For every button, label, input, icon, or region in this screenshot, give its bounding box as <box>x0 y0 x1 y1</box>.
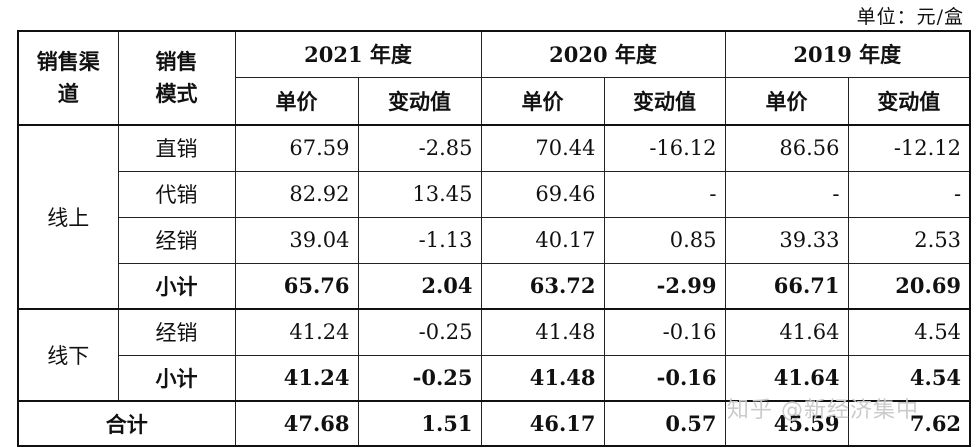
value-cell: 0.85 <box>603 216 726 264</box>
value-cell: - <box>724 170 849 218</box>
value-cell: 66.71 <box>724 262 849 310</box>
mode-cell: 小计 <box>117 262 236 310</box>
table-row: 代销 82.92 13.45 69.46 - - - <box>18 170 972 218</box>
header-channel: 销售渠道 <box>17 30 119 126</box>
header-unit-price: 单价 <box>724 76 849 126</box>
value-cell: 4.54 <box>847 354 972 402</box>
value-cell: 41.48 <box>480 354 605 402</box>
value-cell: 86.56 <box>724 124 849 172</box>
header-change: 变动值 <box>603 76 726 126</box>
price-table: 销售渠道 销售模式 2021 年度 2020 年度 2019 年度 单价 变动值… <box>17 30 972 447</box>
header-change: 变动值 <box>847 76 972 126</box>
header-unit-price: 单价 <box>234 76 359 126</box>
mode-cell: 经销 <box>117 308 236 356</box>
mode-cell: 经销 <box>117 216 236 264</box>
value-cell: -2.85 <box>357 124 482 172</box>
header-mode: 销售模式 <box>117 30 236 126</box>
value-cell: 2.04 <box>357 262 482 310</box>
value-cell: 82.92 <box>234 170 359 218</box>
value-cell: 45.59 <box>724 400 849 447</box>
value-cell: 7.62 <box>847 400 972 447</box>
header-year-2019: 2019 年度 <box>724 30 972 78</box>
value-cell: -16.12 <box>603 124 726 172</box>
value-cell: 41.24 <box>234 354 359 402</box>
mode-cell: 代销 <box>117 170 236 218</box>
value-cell: 41.24 <box>234 308 359 356</box>
total-row: 合计 47.68 1.51 46.17 0.57 45.59 7.62 <box>17 400 972 447</box>
value-cell: -12.12 <box>847 124 972 172</box>
value-cell: -2.99 <box>603 262 726 310</box>
value-cell: 1.51 <box>357 400 482 447</box>
value-cell: 65.76 <box>234 262 359 310</box>
header-unit-price: 单价 <box>480 76 605 126</box>
header-year-2020: 2020 年度 <box>480 30 726 78</box>
value-cell: 2.53 <box>847 216 972 264</box>
mode-cell: 小计 <box>117 354 236 402</box>
value-cell: 69.46 <box>480 170 605 218</box>
value-cell: -0.25 <box>357 354 482 402</box>
value-cell: 41.64 <box>724 354 849 402</box>
value-cell: 20.69 <box>847 262 972 310</box>
value-cell: -0.25 <box>357 308 482 356</box>
mode-cell: 直销 <box>117 124 236 172</box>
channel-online: 线上 <box>17 124 119 310</box>
value-cell: -1.13 <box>357 216 482 264</box>
value-cell: 39.04 <box>234 216 359 264</box>
header-change: 变动值 <box>357 76 482 126</box>
value-cell: 63.72 <box>480 262 605 310</box>
value-cell: 67.59 <box>234 124 359 172</box>
value-cell: -0.16 <box>603 308 726 356</box>
channel-offline: 线下 <box>17 308 119 402</box>
unit-label: 单位：元/盒 <box>856 6 964 28</box>
value-cell: - <box>603 170 726 218</box>
value-cell: 41.48 <box>480 308 605 356</box>
value-cell: 0.57 <box>603 400 726 447</box>
subtotal-row: 小计 41.24 -0.25 41.48 -0.16 41.64 4.54 <box>18 354 972 402</box>
table-row: 经销 39.04 -1.13 40.17 0.85 39.33 2.53 <box>18 216 972 264</box>
value-cell: 39.33 <box>724 216 849 264</box>
table-row: 线上 直销 67.59 -2.85 70.44 -16.12 86.56 -12… <box>17 124 972 310</box>
value-cell: 46.17 <box>480 400 605 447</box>
total-label: 合计 <box>17 400 236 447</box>
header-year-2021: 2021 年度 <box>234 30 482 78</box>
table-row: 线下 经销 41.24 -0.25 41.48 -0.16 41.64 4.54 <box>17 308 972 402</box>
value-cell: 70.44 <box>480 124 605 172</box>
value-cell: 47.68 <box>234 400 359 447</box>
value-cell: -0.16 <box>603 354 726 402</box>
value-cell: 40.17 <box>480 216 605 264</box>
value-cell: 41.64 <box>724 308 849 356</box>
subtotal-row: 小计 65.76 2.04 63.72 -2.99 66.71 20.69 <box>18 262 972 310</box>
value-cell: - <box>847 170 972 218</box>
value-cell: 13.45 <box>357 170 482 218</box>
value-cell: 4.54 <box>847 308 972 356</box>
